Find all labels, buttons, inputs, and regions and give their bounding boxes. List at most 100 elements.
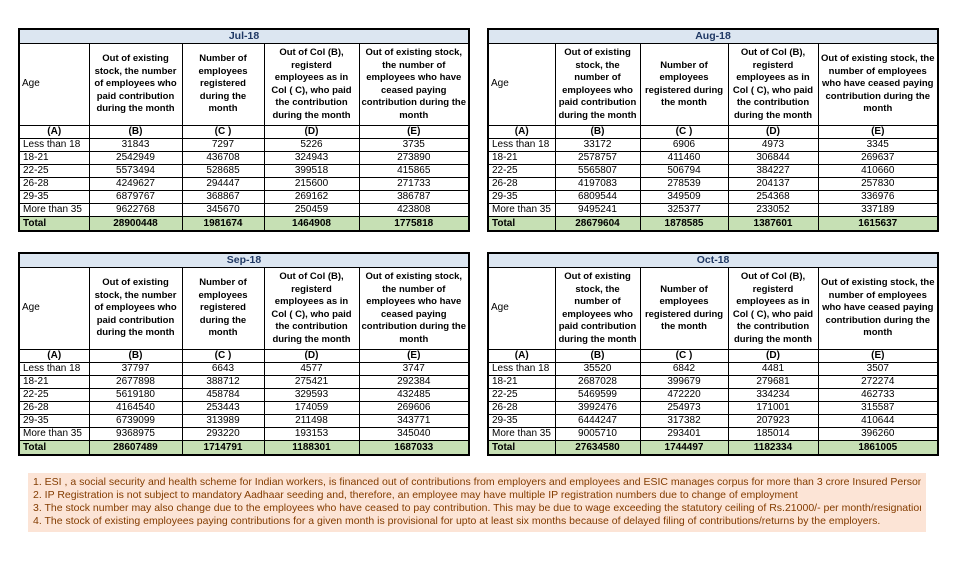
value-cell: 3507	[817, 362, 939, 376]
age-band-label: Less than 18	[487, 138, 556, 152]
value-cell: 257830	[817, 177, 939, 191]
month-table-aug-18: Aug-18 Age Out of existing stock, the numb…	[487, 28, 939, 232]
column-letter: (D)	[263, 349, 360, 363]
total-value-cell: 1615637	[817, 216, 939, 232]
value-cell: 3747	[358, 362, 470, 376]
total-label: Total	[487, 440, 556, 456]
column-letter: (C )	[181, 125, 265, 139]
table-month-title: Sep-18	[18, 252, 470, 268]
value-cell: 506794	[639, 164, 729, 178]
value-cell: 211498	[263, 414, 360, 428]
value-cell: 204137	[727, 177, 819, 191]
age-band-label: More than 35	[18, 203, 90, 217]
value-cell: 293220	[181, 427, 265, 441]
value-cell: 185014	[727, 427, 819, 441]
value-cell: 31843	[88, 138, 183, 152]
value-cell: 278539	[639, 177, 729, 191]
column-header-c: Number of employees registered during th…	[639, 267, 729, 350]
value-cell: 528685	[181, 164, 265, 178]
value-cell: 5469599	[554, 388, 641, 402]
value-cell: 3345	[817, 138, 939, 152]
total-value-cell: 1687033	[358, 440, 470, 456]
value-cell: 207923	[727, 414, 819, 428]
value-cell: 6842	[639, 362, 729, 376]
age-band-label: 26-28	[18, 401, 90, 415]
footnote-3: 3. The stock number may also change due …	[33, 502, 921, 514]
value-cell: 171001	[727, 401, 819, 415]
value-cell: 6739099	[88, 414, 183, 428]
column-header-d: Out of Col (B), registerd employees as i…	[727, 43, 819, 126]
age-band-label: Less than 18	[487, 362, 556, 376]
column-header-d: Out of Col (B), registerd employees as i…	[263, 267, 360, 350]
footnote-2: 2. IP Registration is not subject to man…	[33, 489, 798, 501]
column-letter: (B)	[88, 349, 183, 363]
value-cell: 272274	[817, 375, 939, 389]
age-band-label: 18-21	[487, 375, 556, 389]
value-cell: 37797	[88, 362, 183, 376]
value-cell: 5565807	[554, 164, 641, 178]
column-header-b: Out of existing stock, the number of emp…	[554, 43, 641, 126]
column-header-age: Age	[487, 267, 556, 350]
value-cell: 9005710	[554, 427, 641, 441]
value-cell: 6879767	[88, 190, 183, 204]
value-cell: 215600	[263, 177, 360, 191]
value-cell: 253443	[181, 401, 265, 415]
value-cell: 7297	[181, 138, 265, 152]
value-cell: 5226	[263, 138, 360, 152]
value-cell: 9622768	[88, 203, 183, 217]
value-cell: 410660	[817, 164, 939, 178]
value-cell: 458784	[181, 388, 265, 402]
value-cell: 9495241	[554, 203, 641, 217]
column-letter: (E)	[358, 125, 470, 139]
age-band-label: 22-25	[487, 164, 556, 178]
column-header-age: Age	[18, 267, 90, 350]
total-value-cell: 1861005	[817, 440, 939, 456]
value-cell: 6444247	[554, 414, 641, 428]
total-label: Total	[487, 216, 556, 232]
month-table-sep-18: Sep-18 Age Out of existing stock, the numb…	[18, 252, 471, 456]
value-cell: 293401	[639, 427, 729, 441]
value-cell: 6906	[639, 138, 729, 152]
total-label: Total	[18, 216, 90, 232]
value-cell: 2578757	[554, 151, 641, 165]
column-header-c: Number of employees registered during th…	[181, 43, 265, 126]
value-cell: 306844	[727, 151, 819, 165]
footnote-4: 4. The stock of existing employees payin…	[33, 515, 881, 527]
age-band-label: 26-28	[18, 177, 90, 191]
tables-grid: Jul-18 Age Out of existing stock, the numb…	[18, 28, 940, 456]
age-band-label: 22-25	[18, 388, 90, 402]
column-letter: (C )	[639, 125, 729, 139]
value-cell: 269606	[358, 401, 470, 415]
report-page: Jul-18 Age Out of existing stock, the numb…	[18, 28, 940, 532]
age-band-label: More than 35	[487, 427, 556, 441]
value-cell: 5619180	[88, 388, 183, 402]
value-cell: 174059	[263, 401, 360, 415]
column-letter: (B)	[88, 125, 183, 139]
total-value-cell: 1878585	[639, 216, 729, 232]
column-letter: (E)	[358, 349, 470, 363]
column-letter: (D)	[727, 349, 819, 363]
value-cell: 462733	[817, 388, 939, 402]
value-cell: 193153	[263, 427, 360, 441]
total-value-cell: 1182334	[727, 440, 819, 456]
month-table-jul-18: Jul-18 Age Out of existing stock, the numb…	[18, 28, 470, 232]
value-cell: 233052	[727, 203, 819, 217]
value-cell: 3992476	[554, 401, 641, 415]
value-cell: 4481	[727, 362, 819, 376]
total-value-cell: 1464908	[263, 216, 360, 232]
column-header-age: Age	[18, 43, 90, 126]
value-cell: 35520	[554, 362, 641, 376]
value-cell: 432485	[358, 388, 470, 402]
total-value-cell: 28900448	[88, 216, 183, 232]
column-letter: (A)	[18, 349, 90, 363]
total-value-cell: 1744497	[639, 440, 729, 456]
value-cell: 33172	[554, 138, 641, 152]
value-cell: 6809544	[554, 190, 641, 204]
value-cell: 4249627	[88, 177, 183, 191]
value-cell: 436708	[181, 151, 265, 165]
column-header-e: Out of existing stock, the number of emp…	[817, 267, 939, 350]
value-cell: 324943	[263, 151, 360, 165]
value-cell: 399518	[263, 164, 360, 178]
value-cell: 343771	[358, 414, 470, 428]
value-cell: 254368	[727, 190, 819, 204]
